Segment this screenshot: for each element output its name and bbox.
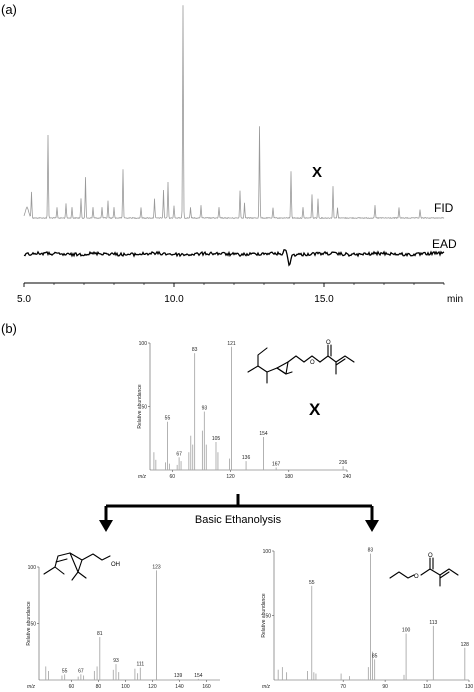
ms-x-tick-label: 60: [170, 474, 176, 480]
ms-y-tick-label: 100: [263, 549, 272, 555]
ms-x-tick-label: 110: [423, 684, 431, 690]
ms-y-tick-label: 50: [141, 405, 147, 411]
ms-peak-label: 55: [165, 416, 171, 422]
ms-top-plot: 50 100 60 120 180 240 m/z Relative abundance 55 6…: [137, 341, 351, 480]
ms-peak-label: 128: [461, 642, 470, 648]
alcohol-oh-label: OH: [111, 562, 120, 568]
ms-peak-label: 154: [194, 673, 203, 679]
ms-right-plot: 50 100 70 90 110 130 m/z Relative abundance 55 83…: [261, 548, 473, 690]
ethanolysis-arrows: Basic Ethanolysis: [99, 494, 379, 532]
ms-ylabel: Relative abundance: [261, 593, 267, 637]
time-unit: min: [447, 294, 463, 305]
panel-b-label: (b): [1, 321, 17, 336]
ms-peak-label: 167: [272, 461, 281, 467]
compound-x-structure: O O: [247, 340, 355, 384]
ms-y-tick-label: 100: [28, 565, 37, 571]
ms-peak-label: 121: [227, 341, 236, 347]
ms-x-tick-label: 100: [121, 684, 130, 690]
ms-peak-label: 136: [242, 455, 251, 461]
ms-xlabel: m/z: [262, 684, 271, 690]
ms-x-tick-label: 120: [148, 684, 157, 690]
ms-ylabel: Relative abundance: [137, 384, 143, 428]
time-tick-label: 10.0: [164, 294, 184, 305]
ms-peak-label: 100: [402, 628, 411, 634]
ms-peak-label: 67: [78, 668, 84, 674]
ms-peak-label: 111: [137, 662, 145, 668]
fid-trace: [23, 5, 445, 220]
ms-peak-label: 139: [174, 673, 183, 679]
ms-peak-label: 55: [309, 580, 315, 586]
chromatogram-panel: X FID EAD 5.0 10.0 15.0 min: [17, 5, 463, 305]
ead-trace: [23, 249, 445, 267]
ms-right-panel: 50 100 70 90 110 130 m/z Relative abundance 55 83…: [261, 548, 473, 690]
ms-x-tick-label: 80: [96, 684, 102, 690]
ms-x-tick-label: 160: [202, 684, 211, 690]
ms-peak-label: 105: [212, 436, 221, 442]
ms-y-tick-label: 100: [139, 341, 148, 347]
ms-xlabel: m/z: [27, 684, 36, 690]
ms-peak-label: 154: [259, 431, 268, 437]
ms-x-tick-label: 90: [382, 684, 388, 690]
time-ticks: 5.0 10.0 15.0: [17, 283, 445, 305]
ms-x-tick-label: 140: [175, 684, 184, 690]
ms-peak-label: 93: [202, 406, 208, 412]
ester-structure: O O: [389, 553, 459, 587]
time-tick-label: 5.0: [17, 294, 31, 305]
ms-y-tick-label: 50: [30, 622, 36, 628]
ms-peak-label: 55: [62, 668, 68, 674]
ms-x-tick-label: 240: [343, 474, 352, 480]
ms-x-tick-label: 180: [285, 474, 294, 480]
panel-a-label: (a): [1, 2, 17, 17]
ead-label: EAD: [432, 237, 457, 251]
svg-text:O: O: [414, 574, 419, 580]
ms-x-tick-label: 60: [69, 684, 75, 690]
ethanolysis-label: Basic Ethanolysis: [195, 514, 282, 526]
compound-x-label: X: [312, 164, 322, 181]
time-tick-label: 15.0: [314, 294, 334, 305]
ms-y-tick-label: 50: [265, 614, 271, 620]
ms-peak-label: 93: [113, 658, 119, 664]
svg-text:O: O: [428, 553, 433, 559]
ms-xlabel: m/z: [138, 474, 147, 480]
ms-peak-label: 67: [176, 451, 182, 457]
arrow-left-head: [99, 520, 113, 532]
ms-x-tick-label: 130: [465, 684, 474, 690]
alcohol-structure: OH: [43, 552, 120, 581]
ms-peak-label: 81: [97, 631, 103, 637]
ms-peak-label: 83: [368, 548, 374, 554]
ms-left-panel: 50 100 60 80 100 120 140 160 m/z Relative abundan…: [26, 552, 220, 690]
ms-peak-label: 236: [339, 460, 348, 466]
ms-peak-label: 123: [152, 564, 161, 570]
ms-x-tick-label: 120: [226, 474, 235, 480]
svg-text:O: O: [326, 340, 331, 346]
svg-text:O: O: [310, 360, 315, 366]
bond: [247, 365, 268, 384]
arrow-right-head: [365, 520, 379, 532]
fid-label: FID: [434, 201, 454, 215]
ms-top-panel: 50 100 60 120 180 240 m/z Relative abundance 55 6…: [137, 340, 355, 480]
ms-peak-label: 113: [429, 620, 437, 626]
ms-top-title: X: [309, 400, 321, 419]
ms-peak-label: 85: [372, 653, 378, 659]
bond: [43, 566, 65, 575]
ms-ylabel: Relative abundance: [26, 601, 32, 645]
ms-peak-label: 83: [192, 347, 198, 353]
ms-x-tick-label: 70: [340, 684, 346, 690]
ms-left-plot: 50 100 60 80 100 120 140 160 m/z Relative abundan…: [26, 564, 220, 690]
